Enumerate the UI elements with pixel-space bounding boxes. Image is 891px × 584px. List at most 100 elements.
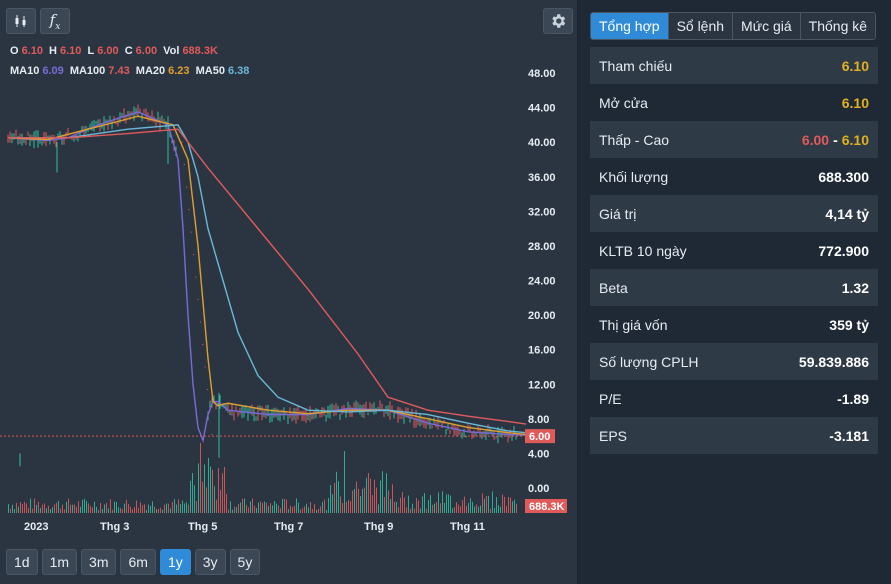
volume-bar [154, 506, 155, 513]
row-label: KLTB 10 ngày [599, 242, 687, 259]
volume-bar [338, 481, 339, 513]
volume-bar [194, 485, 195, 513]
volume-bar [318, 508, 319, 513]
volume-bar [212, 469, 213, 513]
volume-bar [480, 505, 481, 513]
range-button-1d[interactable]: 1d [6, 549, 38, 575]
volume-bar [70, 504, 71, 513]
volume-bar [446, 494, 447, 513]
volume-bar [486, 496, 487, 513]
range-button-5y[interactable]: 5y [229, 549, 261, 575]
volume-bar [418, 500, 419, 513]
volume-bar [44, 503, 45, 513]
indicator-button[interactable]: fx [40, 8, 70, 34]
high-label: H [49, 45, 57, 57]
range-button-3y[interactable]: 3y [194, 549, 226, 575]
volume-bar [514, 499, 515, 513]
chart-settings-button[interactable] [543, 8, 573, 34]
volume-bar [294, 505, 295, 513]
range-button-3m[interactable]: 3m [81, 549, 117, 575]
x-tick-label: Thg 9 [364, 521, 393, 533]
volume-bar [104, 504, 105, 513]
volume-bar [214, 486, 215, 513]
volume-bar [462, 500, 463, 513]
volume-bar [472, 501, 473, 513]
row-value: 6.10 [841, 57, 869, 74]
volume-bar [256, 508, 257, 513]
volume-bar [36, 504, 37, 513]
volume-bar [374, 479, 375, 513]
tab-overview[interactable]: Tổng hợp [591, 13, 669, 39]
range-button-1m[interactable]: 1m [41, 549, 78, 575]
volume-bar [406, 507, 407, 513]
volume-bar [282, 498, 283, 513]
volume-bar [182, 500, 183, 513]
volume-bar [330, 485, 331, 513]
row-value: 359 tỷ [829, 316, 869, 333]
candlestick-button[interactable] [6, 8, 36, 34]
volume-bar [144, 504, 145, 513]
volume-bar [54, 504, 55, 513]
x-tick-label: Thg 11 [450, 521, 485, 533]
volume-bar [468, 503, 469, 513]
row-reference-price: Tham chiếu 6.10 [590, 47, 878, 84]
volume-bar [368, 473, 369, 513]
price-candle [206, 388, 208, 391]
y-tick-label: 28.00 [528, 241, 556, 253]
volume-bar [250, 501, 251, 513]
volume-bar [82, 499, 83, 513]
volume-bar [504, 496, 505, 513]
volume-bar [358, 488, 359, 513]
volume-bar [440, 503, 441, 513]
row-value-traded: Giá trị 4,14 tỷ [590, 195, 878, 232]
ma-line-ma100 [8, 128, 527, 425]
volume-bar [132, 509, 133, 513]
volume-bar [20, 502, 21, 513]
high-price: 6.10 [841, 131, 869, 148]
volume-bar [130, 506, 131, 513]
row-label: EPS [599, 427, 628, 444]
tab-statistics[interactable]: Thống kê [800, 13, 876, 39]
low-price: 6.00 [801, 131, 830, 148]
volume-bar [176, 504, 177, 513]
volume-bar [188, 504, 189, 513]
range-button-6m[interactable]: 6m [120, 549, 156, 575]
range-button-1y[interactable]: 1y [159, 549, 191, 575]
row-value: -1.89 [837, 390, 869, 407]
volume-bar [348, 499, 349, 513]
price-candle [190, 231, 192, 233]
volume-bar [200, 443, 201, 513]
row-label: Số lượng CPLH [599, 353, 699, 370]
y-tick-label: 0.00 [528, 483, 549, 495]
volume-bar [388, 490, 389, 513]
volume-bar [238, 504, 239, 513]
volume-bar [466, 506, 467, 513]
volume-bar [232, 509, 233, 513]
volume-bar [432, 504, 433, 513]
ma100-value: 7.43 [108, 65, 130, 77]
row-label: Tham chiếu [599, 57, 673, 74]
volume-bar [494, 507, 495, 513]
volume-bar [488, 495, 489, 513]
tab-price-levels[interactable]: Mức giá [733, 13, 801, 39]
y-tick-label: 12.00 [528, 379, 556, 391]
volume-bar [482, 493, 483, 513]
volume-bar [270, 503, 271, 513]
volume-bar [266, 502, 267, 513]
row-value: 6.00-6.10 [802, 132, 869, 148]
volume-bar [222, 473, 223, 513]
volume-bar [364, 487, 365, 513]
volume-bar [10, 508, 11, 513]
volume-bar [344, 451, 345, 513]
tab-order-book[interactable]: Sổ lệnh [668, 13, 734, 39]
volume-bar [52, 507, 53, 513]
volume-bar [378, 504, 379, 513]
volume-bar [288, 508, 289, 513]
x-tick-label: Thg 3 [100, 521, 129, 533]
volume-bar [108, 508, 109, 513]
volume-bar [300, 509, 301, 513]
price-chart[interactable]: 48.00 44.00 40.00 36.00 32.00 28.00 24.00 20.00… [0, 0, 578, 584]
volume-bar [26, 503, 27, 513]
volume-bar [120, 507, 121, 513]
volume-bar [76, 506, 77, 513]
